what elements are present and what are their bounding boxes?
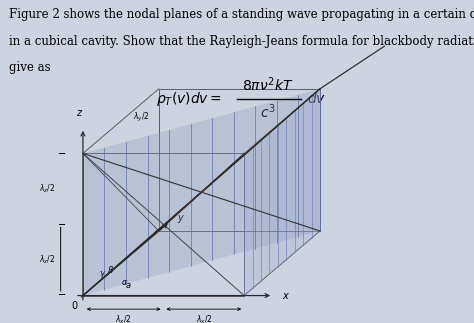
Text: $\lambda_y/2$: $\lambda_y/2$ (133, 111, 149, 124)
Text: y: y (177, 213, 183, 223)
Text: $\lambda_x/2$: $\lambda_x/2$ (196, 314, 212, 323)
Text: $c^3$: $c^3$ (260, 103, 276, 121)
Text: $dv$: $dv$ (307, 91, 326, 106)
Polygon shape (244, 89, 320, 296)
Text: give as: give as (9, 61, 50, 74)
Text: $\lambda_x/2$: $\lambda_x/2$ (115, 314, 131, 323)
Text: Figure 2 shows the nodal planes of a standing wave propagating in a certain dire: Figure 2 shows the nodal planes of a sta… (9, 8, 474, 21)
Text: $8\pi\nu^2kT$: $8\pi\nu^2kT$ (242, 75, 293, 94)
Text: z: z (76, 108, 81, 118)
Text: $\beta$: $\beta$ (107, 265, 114, 277)
Text: 0: 0 (72, 301, 77, 311)
Text: $\alpha$: $\alpha$ (121, 278, 128, 287)
Polygon shape (83, 89, 320, 296)
Text: a: a (126, 281, 131, 290)
Text: $\lambda_z/2$: $\lambda_z/2$ (39, 183, 55, 195)
Text: in a cubical cavity. Show that the Rayleigh-Jeans formula for blackbody radiatio: in a cubical cavity. Show that the Rayle… (9, 35, 474, 47)
Text: $\rho_T(v)dv =$: $\rho_T(v)dv =$ (156, 89, 222, 108)
Text: $\lambda_z/2$: $\lambda_z/2$ (39, 254, 55, 266)
Text: x: x (283, 291, 288, 300)
Polygon shape (83, 89, 320, 296)
Text: $\gamma$: $\gamma$ (99, 269, 106, 280)
